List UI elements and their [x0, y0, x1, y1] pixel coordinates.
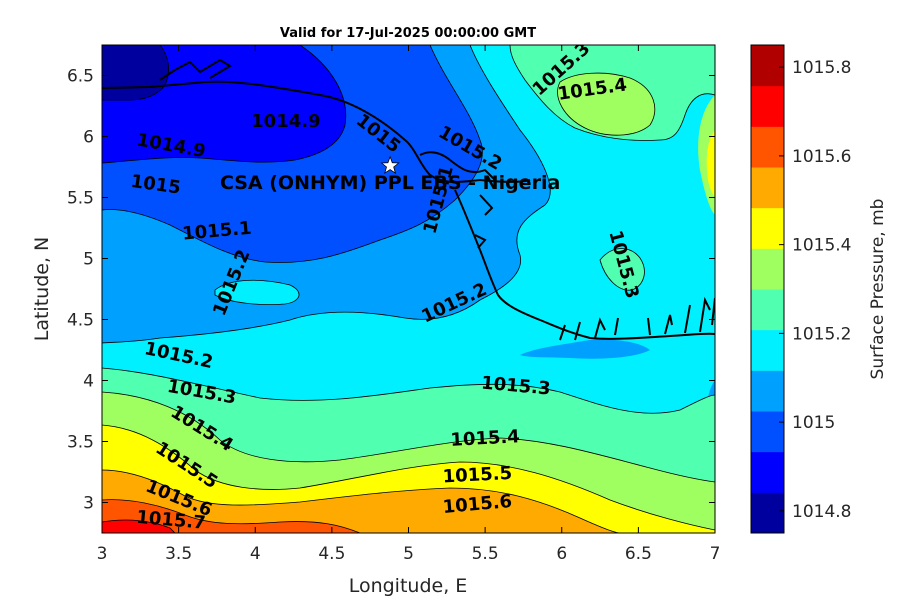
contour-label: 1014.9	[251, 111, 320, 132]
x-tick-label: 3	[97, 544, 108, 564]
contour-line-1015-5	[102, 469, 621, 533]
x-tick-label: 3.5	[165, 544, 192, 564]
y-tick-label: 6.5	[67, 67, 94, 87]
colorbar-tick-label: 1015.4	[792, 236, 851, 256]
contour-line-1015-2	[102, 367, 715, 414]
x-tick-label: 6	[556, 544, 567, 564]
site-label: CSA (ONHYM) PPL EBS - Nigeria	[220, 172, 560, 194]
pressure-band-1015-1-pocket	[520, 339, 650, 359]
coastline-lagoon	[159, 58, 496, 249]
colorbar-segment	[751, 126, 784, 168]
y-tick-label: 3.5	[67, 433, 94, 453]
site-marker-group: CSA (ONHYM) PPL EBS - Nigeria	[220, 155, 560, 194]
y-tick-label: 4	[83, 372, 94, 392]
pressure-band-1015-5-east	[706, 130, 715, 197]
pressure-band-1015-8-south	[102, 520, 175, 533]
contour-line-1015-1-island	[214, 279, 300, 305]
colorbar-segment	[751, 492, 784, 534]
colorbar-segment	[751, 289, 784, 331]
y-tick-label: 3	[83, 494, 94, 514]
contour-line-1015-3-lobe	[599, 248, 645, 291]
contour-line-1015-4	[102, 424, 715, 531]
pressure-band-1015-7-south	[102, 499, 360, 533]
pressure-band-1015-4-ne	[557, 73, 655, 136]
contour-line-1015-6	[102, 499, 361, 533]
colorbar-tick-label: 1015	[792, 413, 835, 433]
x-axis: 3 3.5 4 4.5 5 5.5 6 6.5 7	[97, 45, 721, 564]
colorbar-segment	[751, 370, 784, 412]
contour-label: 1015.7	[135, 507, 206, 534]
pressure-band-1015-6-south	[102, 470, 620, 533]
x-tick-label: 6.5	[625, 544, 652, 564]
contour-label: 1015.5	[442, 463, 512, 488]
colorbar-tick-label: 1015.6	[792, 147, 851, 167]
colorbar-label: Surface Pressure, mb	[868, 199, 888, 380]
colorbar-tick-label: 1015.2	[792, 324, 851, 344]
y-tick-label: 6	[83, 128, 94, 148]
contour-label: 1015.4	[450, 426, 520, 451]
colorbar-segment	[751, 411, 784, 453]
colorbar-segment	[751, 45, 784, 87]
contour-line-1015-1	[102, 45, 551, 344]
pressure-band-1015-3-east	[600, 248, 645, 291]
colorbar-tick-label: 1014.8	[792, 502, 851, 522]
pressure-band-1015-2-island	[215, 280, 300, 305]
site-star-icon	[380, 155, 400, 175]
contour-lines	[102, 45, 715, 533]
y-tick-label: 4.5	[67, 311, 94, 331]
coastline-main	[102, 80, 715, 340]
x-tick-label: 4.5	[318, 544, 345, 564]
colorbar-segment	[751, 167, 784, 209]
contour-line-1015-2-ne	[509, 45, 715, 141]
contour-line-1015-0	[102, 45, 483, 263]
x-axis-label: Longitude, E	[349, 575, 468, 597]
chart-title: Valid for 17-Jul-2025 00:00:00 GMT	[280, 26, 536, 41]
y-tick-label: 5	[83, 250, 94, 270]
colorbar-frame	[750, 44, 785, 534]
contour-line-1015-3-ne	[557, 72, 656, 136]
y-axis-label: Latitude, N	[31, 237, 53, 342]
coastline-niger-delta	[559, 296, 715, 341]
x-tick-label: 5.5	[472, 544, 499, 564]
x-tick-label: 5	[403, 544, 414, 564]
colorbar-tick-label: 1015.8	[792, 58, 851, 78]
contour-line-1014-9	[102, 45, 347, 164]
y-tick-label: 5.5	[67, 189, 94, 209]
x-tick-label: 7	[710, 544, 721, 564]
colorbar-segment	[751, 451, 784, 493]
colorbar-segment	[751, 248, 784, 290]
colorbar-segment	[751, 207, 784, 249]
contour-line-1015-7	[102, 519, 176, 533]
coastline	[102, 58, 715, 341]
y-axis: 3 3.5 4 4.5 5 5.5 6 6.5	[67, 67, 715, 514]
colorbar-segment	[751, 329, 784, 371]
x-tick-label: 4	[250, 544, 261, 564]
contour-line-1015-3	[102, 391, 715, 483]
colorbar: 1014.8 1015 1015.2 1015.4 1015.6 1015.8	[750, 44, 851, 534]
colorbar-segment	[751, 85, 784, 127]
